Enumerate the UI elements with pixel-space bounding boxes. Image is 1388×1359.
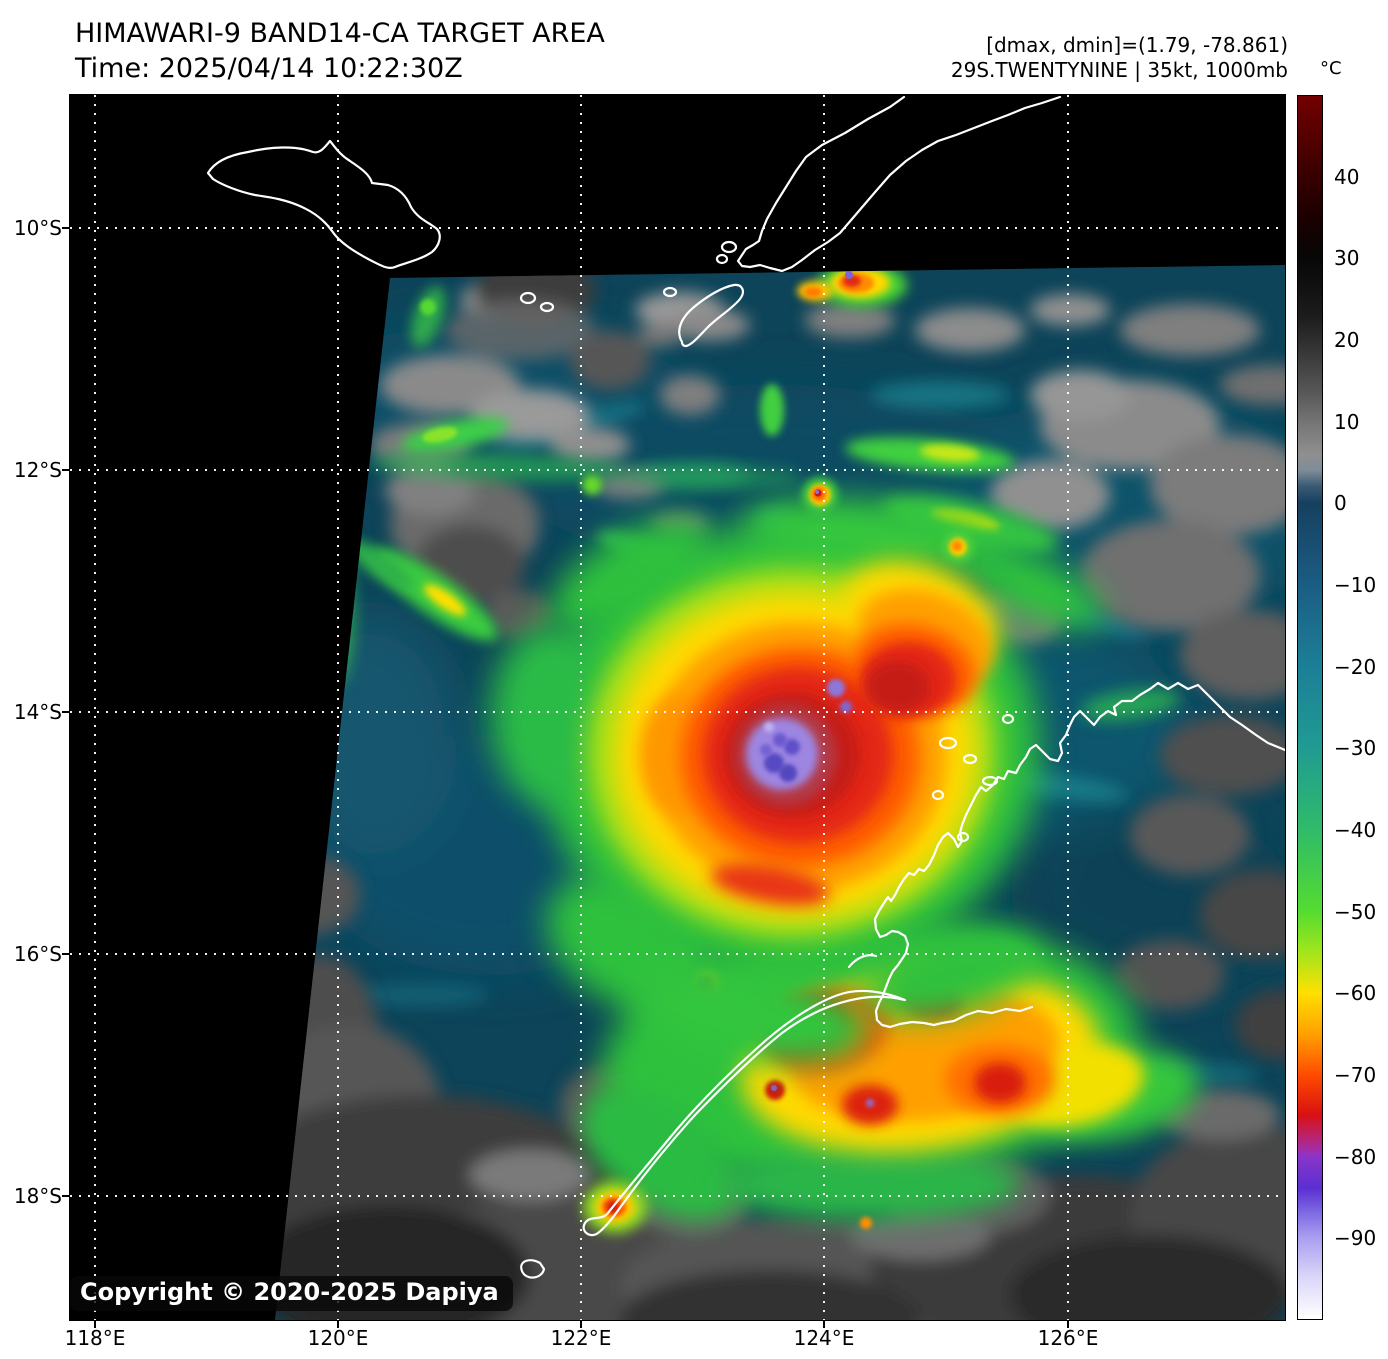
coastline-islet (539, 301, 555, 313)
colorbar-tick-label: 10 (1334, 409, 1360, 434)
lat-tick-mark (62, 1195, 70, 1197)
lat-tick-label: 16°S (13, 942, 62, 966)
coastline-island-sumba (206, 139, 441, 269)
colorbar-unit-label: °C (1320, 58, 1342, 79)
swath-data-region (275, 265, 1285, 1320)
isolated-convective-spots (797, 265, 974, 563)
coastline-islet (519, 291, 537, 305)
lon-tick-label: 126°E (1037, 1326, 1099, 1350)
page-title: HIMAWARI-9 BAND14-CA TARGET AREA (75, 18, 605, 49)
lon-tick-mark (580, 1320, 582, 1328)
lon-tick-label: 124°E (793, 1326, 855, 1350)
colorbar-tick-label: −40 (1334, 818, 1377, 842)
coastline-islet (662, 286, 678, 298)
dmax-dmin-annotation: [dmax, dmin]=(1.79, -78.861) (986, 33, 1288, 57)
graticule (70, 95, 1285, 1320)
coastline-islet (962, 753, 978, 765)
lon-tick-label: 120°E (307, 1326, 369, 1350)
coastline-islet (981, 775, 999, 787)
colorbar-tick-label: −90 (1334, 1226, 1377, 1251)
coastlines (206, 95, 1285, 1279)
lon-tick-mark (823, 1320, 825, 1328)
coastline-island-rote (520, 1259, 546, 1279)
southern-convection (580, 923, 1199, 1233)
colorbar-tick-label: −60 (1334, 981, 1377, 1006)
lat-tick-mark (62, 469, 70, 471)
lat-tick-mark (62, 953, 70, 955)
lon-tick-label: 118°E (64, 1326, 126, 1350)
coastline-island-long-northeast (736, 95, 1062, 273)
coastline-islet (938, 736, 958, 750)
coastline-island-timor (582, 989, 907, 1237)
coastline-island-wetar (678, 283, 744, 348)
cyclone-29s (490, 498, 1104, 1064)
lon-tick-label: 122°E (550, 1326, 612, 1350)
colorbar-tick-label: −30 (1334, 736, 1377, 761)
lat-tick-mark (62, 227, 70, 229)
lon-tick-mark (337, 1320, 339, 1328)
coastline-islet (956, 831, 970, 843)
lat-tick-label: 10°S (13, 216, 62, 240)
copyright-badge: Copyright © 2020-2025 Dapiya (70, 1276, 513, 1311)
colorbar-tick-label: −50 (1334, 899, 1377, 924)
colorbar-tick-label: −80 (1334, 1144, 1377, 1169)
coastline-islet (715, 253, 729, 265)
timestamp-label: Time: 2025/04/14 10:22:30Z (75, 53, 463, 84)
storm-info-annotation: 29S.TWENTYNINE | 35kt, 1000mb (950, 58, 1288, 82)
temperature-colorbar (1297, 95, 1323, 1320)
coastline-islands-north-kimberley (847, 954, 878, 969)
colorbar-tick-label: 30 (1334, 246, 1360, 271)
coastline-australia-kimberley (873, 681, 1285, 1029)
lat-tick-label: 14°S (13, 700, 62, 724)
lat-tick-label: 12°S (13, 458, 62, 482)
coastline-islet (931, 789, 945, 801)
coastline-islet (1001, 713, 1015, 725)
coastline-islet (720, 240, 738, 254)
colorbar-tick-label: 40 (1334, 164, 1360, 189)
colorbar-tick-label: 20 (1334, 328, 1360, 352)
colorbar-tick-label: −70 (1334, 1063, 1377, 1087)
colorbar-tick-label: −20 (1334, 654, 1377, 679)
satellite-map-plot (69, 94, 1286, 1321)
lon-tick-mark (94, 1320, 96, 1328)
lon-tick-mark (1067, 1320, 1069, 1328)
colorbar-tick-label: −10 (1334, 573, 1377, 597)
colorbar-tick-label: 0 (1334, 491, 1347, 516)
lat-tick-label: 18°S (13, 1184, 62, 1208)
satellite-imagery (70, 95, 1285, 1320)
lat-tick-mark (62, 711, 70, 713)
